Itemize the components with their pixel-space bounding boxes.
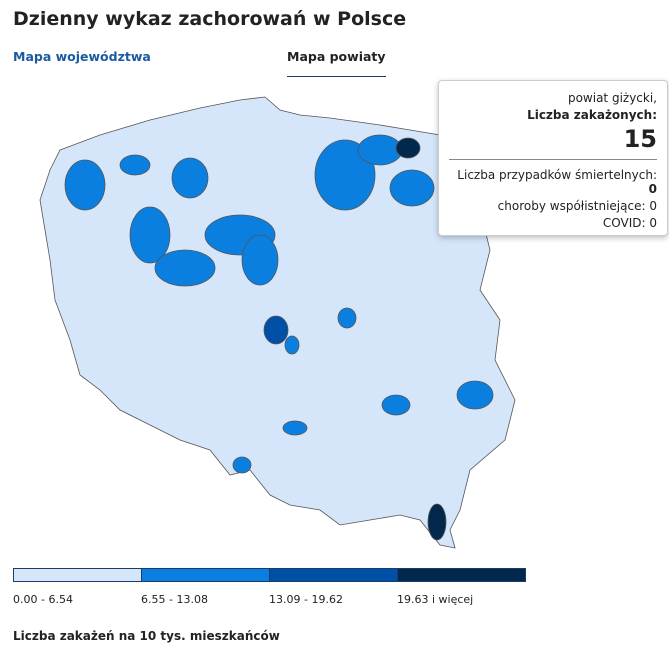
legend-swatch (397, 568, 526, 582)
deaths-value: 0 (648, 182, 657, 196)
region (241, 234, 279, 286)
region (314, 139, 376, 211)
region (282, 420, 308, 436)
region (427, 503, 447, 541)
map (39, 96, 516, 549)
legend-swatch (141, 568, 270, 582)
region (119, 154, 151, 176)
legend-label: 13.09 - 19.62 (269, 593, 343, 606)
region (381, 394, 411, 416)
tab[interactable]: Mapa województwa (13, 49, 151, 64)
comorbid-label: choroby współistniejące: (497, 199, 646, 213)
legend-caption: Liczba zakażeń na 10 tys. mieszkańców (13, 629, 280, 643)
legend (13, 568, 526, 582)
title: Dzienny wykaz zachorowań w Polsce (13, 8, 407, 30)
legend-swatch (13, 568, 142, 582)
region (171, 157, 209, 199)
covid-label: COVID: (602, 216, 646, 230)
region (337, 307, 357, 329)
region (389, 169, 435, 207)
tab[interactable]: Mapa powiaty (287, 49, 386, 77)
region-name: powiat giżycki, (567, 91, 657, 105)
region-blobs (64, 134, 494, 541)
covid-value: 0 (649, 216, 657, 230)
legend-label: 19.63 i więcej (397, 593, 474, 606)
region (456, 380, 494, 410)
region (64, 159, 106, 211)
deaths-label: Liczba przypadków śmiertelnych: (457, 168, 657, 182)
comorbid-value: 0 (649, 199, 657, 213)
region (263, 315, 289, 345)
cases-value: 15 (623, 125, 657, 153)
region (154, 249, 216, 287)
cases-label: Liczba zakażonych: (527, 108, 657, 122)
region (395, 137, 421, 159)
legend-swatch (269, 568, 398, 582)
region (232, 456, 252, 474)
legend-label: 6.55 - 13.08 (141, 593, 208, 606)
tooltip: powiat giżycki, Liczba zakażonych: 15 Li… (438, 80, 668, 236)
region (129, 206, 171, 264)
region (357, 134, 403, 166)
legend-label: 0.00 - 6.54 (13, 593, 73, 606)
region (284, 335, 300, 355)
